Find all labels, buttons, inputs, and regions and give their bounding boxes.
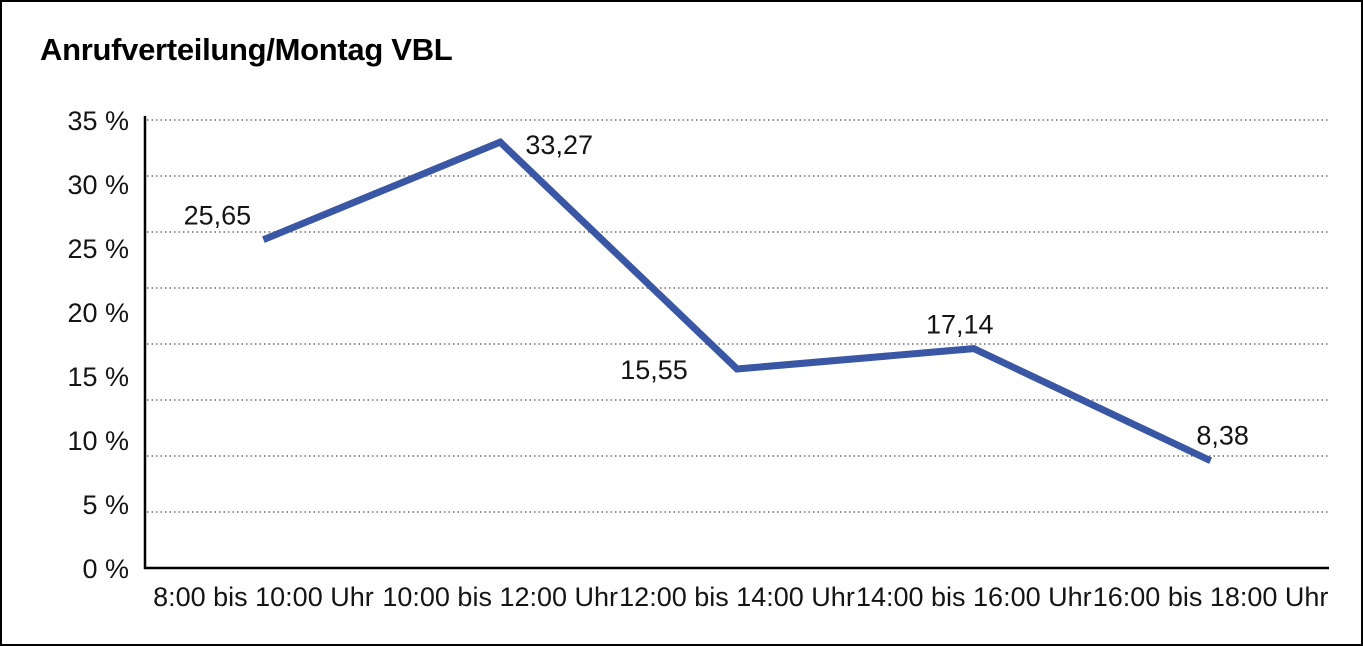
x-tick-label: 16:00 bis 18:00 Uhr [1093, 582, 1329, 612]
y-tick-label: 5 % [82, 490, 129, 520]
point-label: 25,65 [184, 201, 252, 231]
point-label: 8,38 [1196, 421, 1249, 451]
point-label: 17,14 [926, 310, 994, 340]
y-tick-label: 20 % [67, 298, 129, 328]
y-tick-label: 25 % [67, 234, 129, 264]
data-line [262, 138, 1213, 464]
y-tick-label: 30 % [67, 170, 129, 200]
x-tick-label: 12:00 bis 14:00 Uhr [619, 582, 855, 612]
point-label: 15,55 [620, 355, 688, 385]
y-tick-label: 15 % [67, 362, 129, 392]
y-tick-label: 0 % [82, 554, 129, 584]
chart-title: Anrufverteilung/Montag VBL [40, 32, 453, 67]
y-tick-label: 35 % [67, 106, 129, 136]
point-label: 33,27 [525, 130, 593, 160]
x-tick-label: 8:00 bis 10:00 Uhr [153, 582, 374, 612]
x-tick-label: 14:00 bis 16:00 Uhr [856, 582, 1092, 612]
x-tick-label: 10:00 bis 12:00 Uhr [382, 582, 618, 612]
y-tick-label: 10 % [67, 426, 129, 456]
